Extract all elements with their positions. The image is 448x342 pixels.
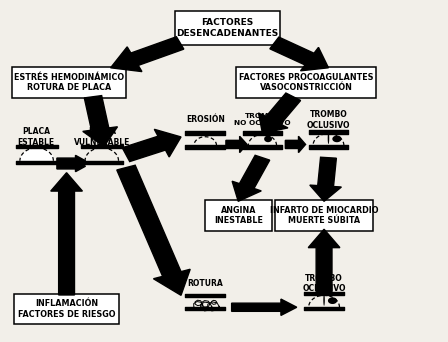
Polygon shape	[122, 129, 181, 161]
Text: INFLAMACIÓN
FACTORES DE RIESGO: INFLAMACIÓN FACTORES DE RIESGO	[18, 299, 115, 319]
FancyBboxPatch shape	[205, 200, 272, 231]
Text: PLACA
VULNERABLE: PLACA VULNERABLE	[73, 127, 130, 147]
FancyBboxPatch shape	[12, 67, 125, 98]
Polygon shape	[327, 133, 329, 144]
Text: FACTORES
DESENCADENANTES: FACTORES DESENCADENANTES	[176, 18, 278, 38]
Polygon shape	[328, 297, 337, 304]
Polygon shape	[57, 155, 86, 166]
Text: TROMBO
OCLUSIVO: TROMBO OCLUSIVO	[302, 274, 346, 293]
FancyBboxPatch shape	[275, 200, 373, 231]
Polygon shape	[270, 37, 328, 71]
Text: PLACA
ESTABLE: PLACA ESTABLE	[17, 127, 54, 147]
Polygon shape	[117, 165, 190, 295]
Text: TROMBO
NO OCLUSIVO: TROMBO NO OCLUSIVO	[234, 114, 291, 127]
Polygon shape	[111, 37, 184, 71]
Polygon shape	[51, 173, 82, 295]
Text: TROMBO
OCLUSIVO: TROMBO OCLUSIVO	[307, 110, 350, 130]
Polygon shape	[83, 96, 117, 146]
Text: ANGINA
INESTABLE: ANGINA INESTABLE	[214, 206, 263, 225]
Polygon shape	[264, 136, 272, 142]
Polygon shape	[232, 155, 270, 201]
Text: EROSIÓN: EROSIÓN	[186, 115, 224, 124]
Polygon shape	[308, 229, 340, 294]
Polygon shape	[258, 93, 301, 133]
Text: ROTURA: ROTURA	[187, 279, 223, 288]
Polygon shape	[57, 161, 86, 172]
FancyBboxPatch shape	[237, 67, 376, 98]
Text: ESTRÉS HEMODINÁMICO
ROTURA DE PLACA: ESTRÉS HEMODINÁMICO ROTURA DE PLACA	[14, 73, 124, 92]
Polygon shape	[323, 294, 325, 306]
FancyBboxPatch shape	[14, 294, 119, 324]
Polygon shape	[310, 157, 341, 201]
Text: INFARTO DE MIOCARDIO
MUERTE SÚBITA: INFARTO DE MIOCARDIO MUERTE SÚBITA	[270, 206, 378, 225]
Polygon shape	[285, 136, 306, 153]
Polygon shape	[332, 135, 341, 142]
Text: FACTORES PROCOAGULANTES
VASOCONSTRICCIÓN: FACTORES PROCOAGULANTES VASOCONSTRICCIÓN	[239, 73, 374, 92]
FancyBboxPatch shape	[175, 11, 280, 45]
Polygon shape	[226, 136, 247, 153]
Polygon shape	[232, 299, 297, 315]
